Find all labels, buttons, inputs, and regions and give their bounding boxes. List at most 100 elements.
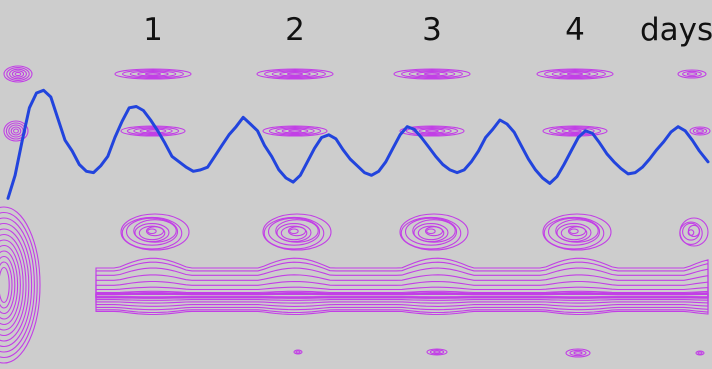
contour-ring <box>689 126 711 136</box>
contour-ring <box>429 349 445 355</box>
contour-ring <box>276 223 312 243</box>
contour-ring <box>565 348 591 358</box>
contour-ring <box>286 72 304 76</box>
contour-ring <box>139 128 167 134</box>
contour-ring <box>280 225 308 241</box>
contour-ring <box>256 68 334 80</box>
contour-ring <box>145 226 165 237</box>
contour-ring <box>425 129 439 133</box>
x-tick-label-3: 3 <box>422 12 442 48</box>
contour-ring <box>0 239 24 331</box>
contour-ring <box>413 223 449 243</box>
contour-band-ring <box>95 292 709 299</box>
contour-ring <box>10 126 22 136</box>
contour-speck-3 <box>426 348 448 356</box>
contour-ring <box>287 226 307 237</box>
contour-ring <box>573 351 583 355</box>
contour-ring <box>566 72 584 76</box>
contour-ring <box>569 228 579 235</box>
contour-ring <box>279 71 311 77</box>
contour-ring <box>3 120 29 142</box>
contour-ring <box>14 71 22 77</box>
contour-ring <box>281 128 309 134</box>
contour-upper-band-4 <box>542 125 608 137</box>
contour-ring <box>682 70 702 78</box>
contour-ring <box>147 228 157 235</box>
contour-ring <box>295 350 301 354</box>
contour-ring <box>262 125 328 137</box>
contour-ring <box>133 219 177 243</box>
contour-ring <box>289 228 299 235</box>
contour-top-band-1 <box>114 68 192 80</box>
contour-ring <box>567 226 587 237</box>
x-tick-label-4: 4 <box>565 12 585 48</box>
contour-speck-4 <box>565 348 591 358</box>
contour-ring <box>144 72 162 76</box>
x-tick-label-1: 1 <box>143 12 163 48</box>
contour-ring <box>542 125 608 137</box>
label-layer: 1 2 3 4 days <box>143 12 712 48</box>
contour-ring <box>9 68 27 80</box>
contour-ring <box>559 71 591 77</box>
contour-ring <box>568 129 582 133</box>
contour-ring <box>556 223 592 243</box>
contour-ring <box>551 70 599 78</box>
contour-top-band-3 <box>393 68 471 80</box>
contour-upper-band-2 <box>262 125 328 137</box>
contour-ring <box>121 216 183 250</box>
contour-ring <box>677 69 707 79</box>
contour-ring <box>264 69 326 79</box>
contour-left-column <box>0 206 41 364</box>
contour-ring <box>418 128 446 134</box>
contour-ring <box>293 349 303 355</box>
contour-ring <box>120 213 190 251</box>
contour-main-band <box>95 257 709 316</box>
contour-ring <box>399 213 469 251</box>
contour-ring <box>263 216 325 250</box>
contour-ring <box>692 127 708 135</box>
contour-top-band-2 <box>256 68 334 80</box>
contour-ring <box>268 126 322 136</box>
contour-ring <box>275 219 319 243</box>
contour-mid-blob-edge <box>679 217 709 247</box>
contour-band-ring <box>95 274 709 307</box>
contour-ring <box>544 69 606 79</box>
contour-ring <box>13 128 19 134</box>
contour-ring <box>679 221 703 245</box>
contour-speck-edge <box>695 350 705 356</box>
contour-ring <box>0 250 19 320</box>
contour-ring <box>569 349 587 357</box>
contour-ring <box>134 223 170 243</box>
contour-ring <box>423 72 441 76</box>
contour-ring <box>267 217 321 246</box>
contour-ring <box>3 65 33 83</box>
contour-band-ring <box>95 257 709 316</box>
contour-band-ring <box>95 286 709 301</box>
contour-ring <box>399 125 465 137</box>
contour-band-ring <box>95 267 709 311</box>
contour-ring <box>416 71 448 77</box>
contour-ring <box>275 127 315 135</box>
contour-ring <box>6 67 30 81</box>
contour-mid-blob-1 <box>120 213 190 251</box>
contour-ring <box>0 222 33 348</box>
contour-ring <box>137 71 169 77</box>
contour-top-band-edge <box>677 69 707 79</box>
contour-ring <box>0 266 10 304</box>
contour-ring <box>404 217 458 246</box>
contour-mid-blob-4 <box>542 213 612 251</box>
contour-ring <box>412 219 456 243</box>
contour-ring <box>0 255 16 315</box>
contour-ring <box>271 70 319 78</box>
contour-ring <box>536 68 614 80</box>
contour-mid-blob-2 <box>262 213 332 251</box>
contour-ring <box>426 228 436 235</box>
contour-ring <box>426 348 448 356</box>
contour-ring <box>555 127 595 135</box>
contour-upper-band-edge <box>689 126 711 136</box>
contour-left-top <box>3 65 33 83</box>
contour-ring <box>412 127 452 135</box>
contour-ring <box>686 72 698 76</box>
contour-ring <box>542 213 612 251</box>
contour-ring <box>122 69 184 79</box>
